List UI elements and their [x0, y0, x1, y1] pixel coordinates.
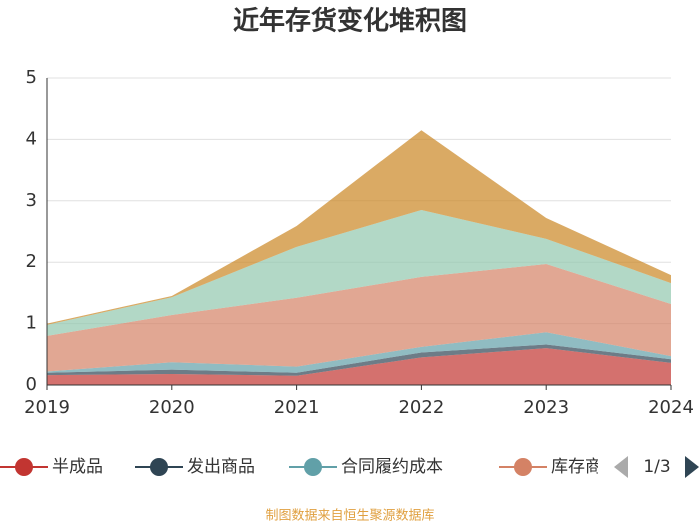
- legend-prev[interactable]: [614, 456, 628, 478]
- x-tick-label: 2022: [398, 397, 444, 418]
- x-tick-label: 2019: [24, 397, 70, 418]
- y-tick-label: 3: [26, 190, 37, 211]
- legend-label[interactable]: 库存商品: [551, 457, 619, 477]
- y-tick-label: 0: [26, 374, 37, 395]
- chart-title: 近年存货变化堆积图: [233, 6, 467, 37]
- legend: 半成品 发出商品 合同履约成本 库存商品: [0, 457, 619, 477]
- x-tick-label: 2020: [149, 397, 195, 418]
- legend-label[interactable]: 合同履约成本: [341, 457, 443, 477]
- area: [47, 264, 671, 372]
- legend-label[interactable]: 半成品: [52, 457, 103, 477]
- area: [47, 130, 671, 325]
- legend-next[interactable]: [685, 456, 699, 478]
- x-tick-label: 2024: [648, 397, 694, 418]
- area: [47, 344, 671, 376]
- x-tick-label: 2021: [274, 397, 320, 418]
- area: [47, 348, 671, 385]
- legend-page: 1/3: [643, 457, 670, 477]
- area: [47, 332, 671, 373]
- area: [47, 210, 671, 336]
- y-tick-label: 2: [26, 251, 37, 272]
- plot-area: 0 1 2 3 4 5 2019 2020 2021 2022 2023 2024: [24, 67, 694, 418]
- x-tick-label: 2023: [523, 397, 569, 418]
- legend-label[interactable]: 发出商品: [187, 457, 255, 477]
- y-tick-label: 4: [26, 128, 37, 149]
- source-note: 制图数据来自恒生聚源数据库: [265, 508, 434, 524]
- y-tick-label: 1: [26, 313, 37, 334]
- legend-marker: [150, 458, 168, 476]
- legend-marker: [15, 458, 33, 476]
- legend-marker: [514, 458, 532, 476]
- legend-marker: [304, 458, 322, 476]
- y-tick-label: 5: [26, 67, 37, 88]
